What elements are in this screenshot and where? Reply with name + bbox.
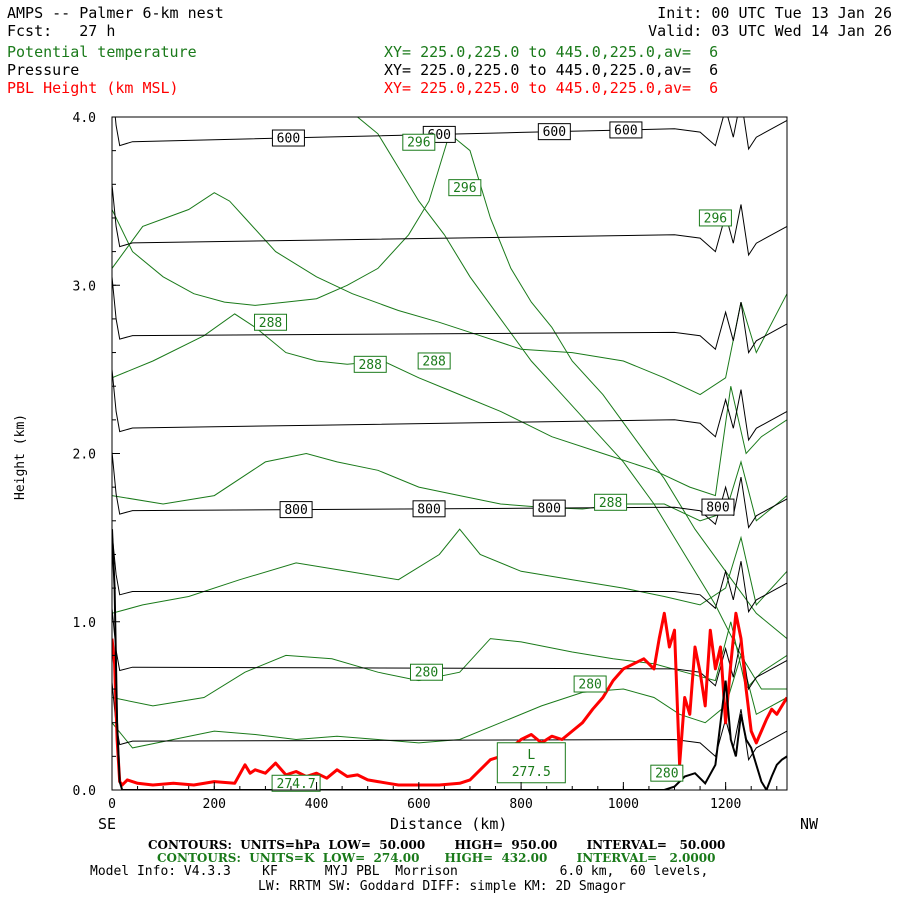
valid-time: Valid: 03 UTC Wed 14 Jan 26 bbox=[648, 22, 892, 40]
pbl-height-line bbox=[112, 611, 787, 787]
x-tick-label-800: 800 bbox=[509, 797, 532, 812]
y-axis-title: Height (km) bbox=[13, 413, 28, 500]
theta-label-6: 288 bbox=[599, 496, 622, 511]
pressure-label-800-3: 800 bbox=[706, 501, 729, 516]
low-marker-letter: L bbox=[527, 748, 535, 763]
y-tick-label-3.0: 3.0 bbox=[73, 279, 96, 294]
pressure-contour-950 bbox=[112, 682, 787, 762]
x-tick-label-400: 400 bbox=[305, 797, 328, 812]
pressure-contour-750 bbox=[112, 369, 787, 442]
pressure-label-600-2-box bbox=[537, 123, 571, 141]
low-marker-value: 277.5 bbox=[512, 765, 551, 780]
theta-contour-line-3 bbox=[112, 528, 787, 614]
y-tick-label-4.0: 4.0 bbox=[73, 111, 96, 126]
pressure-contours bbox=[112, 117, 787, 762]
pressure-contour-900 bbox=[112, 608, 787, 691]
pressure-label-800-0: 800 bbox=[284, 503, 307, 518]
pressure-label-600-0-box bbox=[271, 129, 305, 147]
field-pbl-xy: XY= 225.0,225.0 to 445.0,225.0,av= 6 bbox=[384, 79, 719, 97]
x-right-end-label: NW bbox=[800, 815, 819, 833]
pressure-contour-600 bbox=[114, 117, 787, 151]
theta-contours bbox=[112, 117, 787, 749]
theta-label-7: 280 bbox=[415, 666, 438, 681]
pressure-label-800-2: 800 bbox=[537, 502, 560, 517]
low-marker-box bbox=[496, 742, 566, 784]
field-pressure-xy: XY= 225.0,225.0 to 445.0,225.0,av= 6 bbox=[384, 61, 719, 79]
pressure-label-600-3: 600 bbox=[614, 123, 637, 138]
theta-label-1: 296 bbox=[453, 181, 476, 196]
footer-pressure-contours: CONTOURS: UNITS=hPa LOW= 50.000 HIGH= 95… bbox=[148, 838, 726, 852]
footer-theta-contours: CONTOURS: UNITS=K LOW= 274.00 HIGH= 432.… bbox=[157, 851, 716, 865]
axes: 0 200 400 600 800 1000 1200 0.0 1.0 2.0 3.0 4.0 bbox=[73, 111, 788, 812]
field-theta-xy: XY= 225.0,225.0 to 445.0,225.0,av= 6 bbox=[384, 43, 719, 61]
x-tick-label-1000: 1000 bbox=[608, 797, 639, 812]
pressure-contour-700 bbox=[112, 276, 787, 354]
theta-label-2: 296 bbox=[704, 211, 727, 226]
model-title: AMPS -- Palmer 6-km nest bbox=[7, 4, 224, 22]
theta-contour-line-7 bbox=[357, 117, 787, 690]
init-time: Init: 00 UTC Tue 13 Jan 26 bbox=[657, 4, 892, 22]
field-pressure-name: Pressure bbox=[7, 61, 80, 79]
x-left-end-label: SE bbox=[98, 815, 117, 833]
theta-contour-line-6 bbox=[112, 132, 787, 639]
theta-label-3-box bbox=[254, 313, 288, 331]
theta-label-8: 280 bbox=[578, 678, 601, 693]
theta-label-9-box bbox=[650, 764, 684, 782]
y-tick-label-2.0: 2.0 bbox=[73, 448, 96, 463]
pbl-height-series bbox=[112, 611, 787, 787]
x-axis-title: Distance (km) bbox=[390, 815, 508, 833]
theta-label-4-box bbox=[353, 355, 387, 373]
theta-contour-line-2 bbox=[112, 452, 787, 522]
terrain-series bbox=[112, 529, 787, 790]
theta-contour-line-5 bbox=[112, 653, 787, 749]
theta-label-7-box bbox=[409, 663, 443, 681]
footer-model-physics: LW: RRTM SW: Goddard DIFF: simple KM: 2D… bbox=[258, 879, 626, 894]
x-tick-label-200: 200 bbox=[203, 797, 226, 812]
field-pbl-name: PBL Height (km MSL) bbox=[7, 79, 179, 97]
pressure-contour-850 bbox=[112, 532, 787, 614]
theta-label-3: 288 bbox=[259, 316, 282, 331]
pressure-label-800-0-box bbox=[279, 501, 313, 519]
theta-label-10: 274.7 bbox=[277, 777, 316, 792]
plot-frame bbox=[111, 116, 788, 791]
footer-model-info: Model Info: V4.3.3 KF MYJ PBL Morrison 6… bbox=[90, 864, 709, 879]
theta-label-2-box bbox=[698, 209, 732, 227]
theta-label-6-box bbox=[594, 493, 628, 511]
theta-contour-line-0 bbox=[112, 192, 787, 396]
pressure-label-600-2: 600 bbox=[543, 125, 566, 140]
theta-label-0-box bbox=[402, 133, 436, 151]
y-tick-label-0.0: 0.0 bbox=[73, 784, 96, 799]
theta-contour-line-1 bbox=[112, 313, 787, 497]
pressure-contour-800 bbox=[112, 451, 787, 529]
pressure-label-800-1-box bbox=[412, 500, 446, 518]
field-theta-name: Potential temperature bbox=[7, 43, 197, 61]
theta-label-8-box bbox=[573, 675, 607, 693]
terrain-line bbox=[112, 529, 787, 790]
theta-label-10-box bbox=[271, 774, 321, 792]
pressure-label-800-1: 800 bbox=[417, 502, 440, 517]
x-tick-label-1200: 1200 bbox=[710, 797, 741, 812]
theta-label-5-box bbox=[417, 352, 451, 370]
theta-label-4: 288 bbox=[358, 358, 381, 373]
pressure-contour-650 bbox=[112, 184, 787, 257]
forecast-hour: Fcst: 27 h bbox=[7, 22, 116, 40]
y-tick-label-1.0: 1.0 bbox=[73, 616, 96, 631]
x-tick-label-600: 600 bbox=[407, 797, 430, 812]
x-tick-label-0: 0 bbox=[108, 797, 116, 812]
theta-contour-line-4 bbox=[112, 621, 787, 707]
pressure-label-600-3-box bbox=[609, 121, 643, 139]
theta-label-9: 280 bbox=[655, 767, 678, 782]
pressure-label-800-2-box bbox=[532, 499, 566, 517]
theta-label-1-box bbox=[448, 179, 482, 197]
pressure-label-800-3-box bbox=[701, 498, 735, 516]
pressure-label-600-0: 600 bbox=[277, 132, 300, 147]
theta-label-5: 288 bbox=[422, 354, 445, 369]
theta-label-0: 296 bbox=[407, 136, 430, 151]
